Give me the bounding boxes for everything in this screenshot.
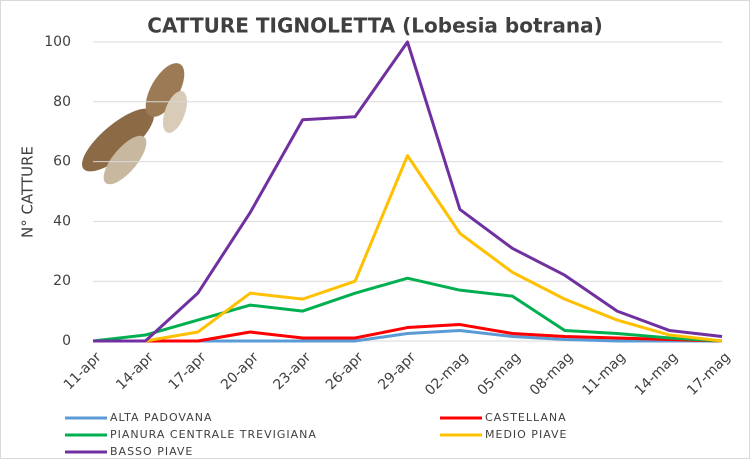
y-tick-label: 60 <box>53 154 71 170</box>
legend-label: MEDIO PIAVE <box>485 428 567 441</box>
legend-label: CASTELLANA <box>485 411 567 424</box>
y-tick-label: 100 <box>44 34 71 50</box>
y-tick-label: 40 <box>53 213 71 229</box>
y-tick-label: 0 <box>62 333 71 349</box>
legend-label: PIANURA CENTRALE TREVIGIANA <box>110 428 317 441</box>
legend-label: BASSO PIAVE <box>110 445 193 458</box>
y-tick-label: 80 <box>53 94 71 110</box>
chart: CATTURE TIGNOLETTA (Lobesia botrana) N° … <box>0 0 750 459</box>
y-axis-label: N° CATTURE <box>19 146 37 238</box>
chart-title: CATTURE TIGNOLETTA (Lobesia botrana) <box>147 14 602 38</box>
legend-label: ALTA PADOVANA <box>110 411 213 424</box>
y-tick-label: 20 <box>53 273 71 289</box>
